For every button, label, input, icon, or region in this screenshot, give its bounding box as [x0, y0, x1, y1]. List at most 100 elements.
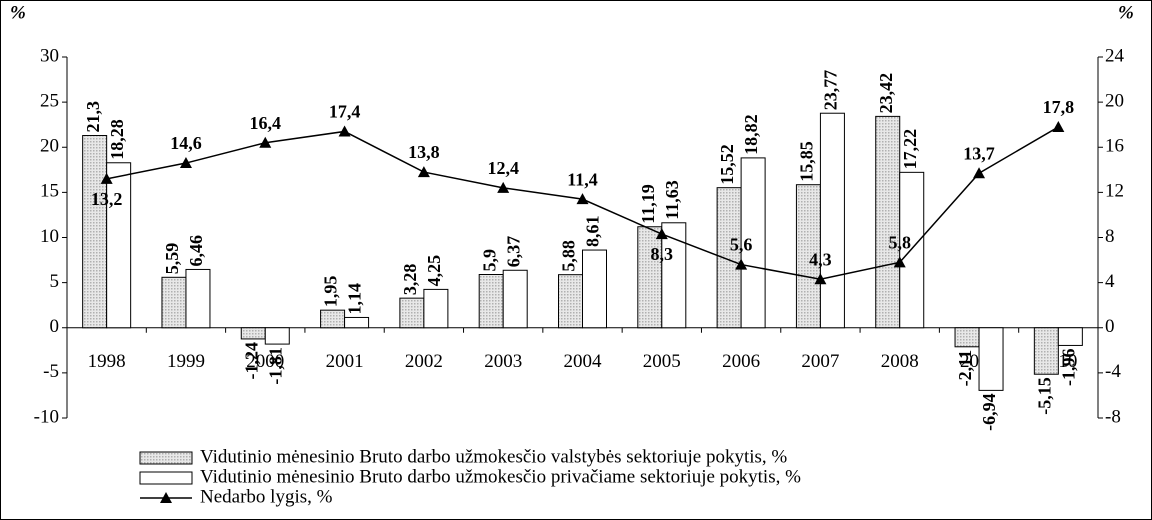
y-tick-label: 30: [40, 45, 59, 66]
data-label: 5,88: [559, 240, 579, 272]
data-label: 11,63: [662, 180, 682, 220]
bar: [1033, 327, 1059, 375]
data-label: 8,61: [583, 216, 603, 248]
bar: [320, 309, 346, 329]
legend-label: Vidutinio mėnesinio Bruto darbo užmokesč…: [200, 446, 787, 467]
data-label: 1,95: [321, 276, 341, 308]
data-label: 5,9: [479, 249, 499, 272]
legend-label: Nedarbo lygis, %: [200, 486, 333, 507]
legend-label: Vidutinio mėnesinio Bruto darbo užmokesč…: [200, 466, 801, 487]
bar: [740, 157, 766, 329]
y-tick-label: 25: [40, 90, 59, 111]
y2-tick-label: -4: [1105, 361, 1121, 382]
y2-tick-label: 24: [1105, 45, 1125, 66]
bar: [344, 316, 370, 329]
line-label: 5,6: [730, 235, 753, 255]
y2-tick-label: 0: [1105, 316, 1115, 337]
y-tick-label: 20: [40, 136, 59, 157]
bar: [661, 222, 687, 329]
data-label: -5,15: [1034, 377, 1054, 415]
y-tick-label: 15: [40, 181, 59, 202]
data-label: 3,28: [400, 264, 420, 296]
y-axis-label: %: [10, 2, 26, 23]
line-marker: [1052, 120, 1065, 132]
bar: [716, 187, 742, 329]
data-label: 15,85: [797, 141, 817, 182]
bar: [161, 276, 187, 329]
line-marker: [655, 228, 668, 240]
data-label: -2,11: [955, 350, 975, 387]
line-marker: [100, 172, 113, 184]
y2-tick-label: 4: [1105, 271, 1115, 292]
data-label: 1,14: [345, 283, 365, 315]
data-label: 4,25: [424, 255, 444, 287]
data-label: 15,52: [717, 144, 737, 185]
bar: [1057, 327, 1083, 346]
line-label: 11,4: [567, 169, 598, 189]
data-label: -1,81: [265, 347, 285, 385]
y-tick-label: 5: [50, 271, 60, 292]
bar: [240, 327, 266, 340]
data-label: 11,19: [638, 184, 658, 224]
line-marker: [259, 136, 272, 148]
data-label: 23,42: [876, 73, 896, 114]
y2-tick-label: 20: [1105, 90, 1124, 111]
data-label: 21,3: [83, 101, 103, 133]
legend-swatch: [139, 471, 193, 485]
bar: [185, 268, 211, 329]
data-label: -1,96: [1058, 348, 1078, 386]
x-tick-label: 2000: [246, 351, 284, 372]
line-label: 13,2: [91, 189, 123, 209]
line-label: 4,3: [809, 249, 832, 269]
x-tick-label: 2002: [405, 351, 443, 372]
line-marker: [973, 167, 986, 179]
bar: [82, 135, 108, 329]
line-marker: [893, 256, 906, 268]
x-tick-label: 1999: [167, 351, 205, 372]
x-tick-label: 2007: [801, 351, 839, 372]
data-label: 5,59: [162, 243, 182, 275]
line-marker: [814, 273, 827, 285]
line-label: 12,4: [487, 158, 519, 178]
line-label: 8,3: [651, 244, 674, 264]
line-marker: [735, 258, 748, 270]
y-tick-label: -10: [34, 406, 59, 427]
bar: [502, 269, 528, 329]
line-label: 16,4: [250, 113, 282, 133]
line-label: 17,4: [329, 102, 361, 122]
legend-swatch: [139, 451, 193, 465]
data-label: 6,46: [186, 235, 206, 267]
x-tick-label: 2001: [326, 351, 364, 372]
y2-tick-label: 12: [1105, 181, 1124, 202]
x-tick-label: 2004: [564, 351, 603, 372]
x-tick-label: 1998: [88, 351, 126, 372]
line-label: 14,6: [170, 133, 202, 153]
x-tick-label: 2006: [722, 351, 760, 372]
y-tick-label: 10: [40, 226, 59, 247]
y2-tick-label: -8: [1105, 406, 1121, 427]
x-tick-label: 2003: [484, 351, 522, 372]
bar: [558, 274, 583, 329]
line-marker: [179, 157, 192, 169]
bar: [264, 327, 290, 345]
bar: [637, 226, 663, 329]
bar: [875, 115, 901, 329]
y2-tick-label: 8: [1105, 226, 1115, 247]
bar: [819, 112, 845, 329]
line-label: 5,8: [888, 232, 911, 252]
bar: [899, 171, 925, 329]
y2-axis-label: %: [1118, 2, 1134, 23]
x-tick-label: 2005: [643, 351, 681, 372]
data-label: -6,94: [979, 393, 999, 431]
line-marker: [417, 166, 430, 178]
line-label: 13,7: [963, 143, 995, 163]
data-label: 17,22: [900, 129, 920, 170]
data-label: 18,82: [741, 114, 761, 155]
data-label: 6,37: [503, 236, 523, 268]
line-label: 17,8: [1043, 97, 1075, 117]
line-label: 13,8: [408, 142, 440, 162]
data-label: -1,24: [241, 342, 261, 380]
bar: [399, 297, 425, 329]
bar: [478, 274, 504, 329]
y-tick-label: -5: [43, 361, 59, 382]
